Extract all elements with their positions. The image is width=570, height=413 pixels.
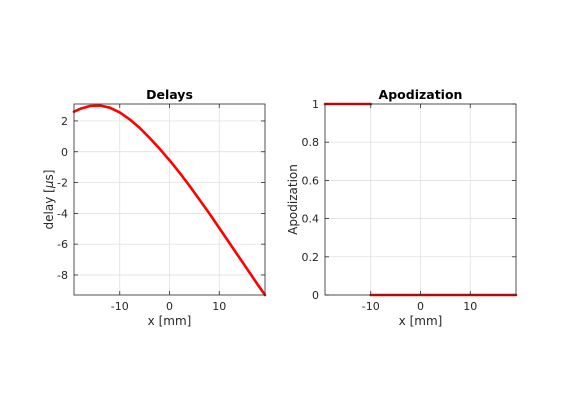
apodization-y-axis-label: Apodization: [286, 164, 300, 235]
delays-x-tick-label: -10: [111, 300, 129, 313]
apodization-ticks: -10 0 10 0 0.2 0.4 0.6 0.8 1: [302, 98, 516, 313]
delays-grid: [74, 104, 265, 295]
apodization-y-tick-label: 0.8: [302, 136, 320, 149]
delays-x-axis-label: x [mm]: [148, 314, 192, 328]
delays-y-axis-label: delay [μs]: [42, 170, 56, 230]
delays-x-tick-label: 0: [166, 300, 173, 313]
apodization-title: Apodization: [379, 87, 463, 102]
apodization-y-tick-label: 1: [312, 98, 319, 111]
apodization-y-tick-label: 0.4: [302, 213, 320, 226]
apodization-x-axis-label: x [mm]: [399, 314, 443, 328]
delays-title: Delays: [146, 87, 193, 102]
delays-y-tick-label: 0: [61, 146, 68, 159]
delays-y-axis-label-tail: s]: [42, 170, 56, 181]
apodization-y-tick-label: 0.2: [302, 251, 320, 264]
delays-y-tick-label: -2: [57, 177, 68, 190]
apodization-grid: [325, 103, 516, 296]
delays-y-axis-label-main: delay [: [42, 188, 56, 229]
delays-y-tick-label: -6: [57, 238, 68, 251]
delays-y-tick-label: -8: [57, 269, 68, 282]
delays-series-line-0: [72, 104, 267, 297]
delays-x-tick-label: 10: [212, 300, 226, 313]
apodization-x-tick-label: -10: [362, 300, 380, 313]
delays-y-tick-label: 2: [61, 115, 68, 128]
apodization-y-tick-label: 0: [312, 289, 319, 302]
apodization-y-tick-label: 0.6: [302, 174, 320, 187]
apodization-x-tick-label: 10: [463, 300, 477, 313]
delays-series: [72, 104, 267, 297]
delays-y-axis-label-mu: μ: [42, 180, 56, 189]
apodization-x-tick-label: 0: [417, 300, 424, 313]
delays-y-tick-label: -4: [57, 207, 68, 220]
